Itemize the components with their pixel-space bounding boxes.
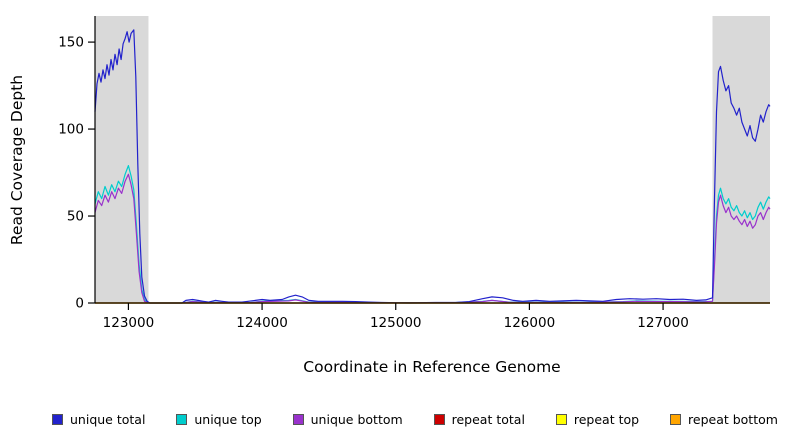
x-axis-label: Coordinate in Reference Genome: [303, 358, 560, 376]
legend-item-unique-top: unique top: [176, 412, 262, 427]
legend-item-unique-bottom: unique bottom: [292, 412, 403, 427]
legend-item-unique-total: unique total: [52, 412, 145, 427]
legend-swatch-repeat-top: [555, 414, 567, 425]
coverage-chart: 123000 124000 125000 126000 127000050100150 …: [8, 16, 771, 376]
legend-label: unique top: [194, 412, 262, 427]
legend-item-repeat-top: repeat top: [555, 412, 640, 427]
x-tick-label: 124000: [236, 315, 288, 331]
y-tick-label: 100: [58, 122, 84, 138]
x-tick-label: 123000: [103, 315, 155, 331]
legend-swatch-unique-total: [52, 414, 63, 425]
plot-area: 123000 124000 125000 126000 127000 0 50 100 150: [58, 16, 771, 331]
x-tick-label: 126000: [504, 315, 556, 331]
series-line-unique-bottom: [94, 173, 771, 304]
legend-swatch-repeat-total: [433, 414, 445, 425]
legend-swatch-unique-top: [176, 414, 188, 425]
series-line-unique-top: [94, 165, 771, 304]
legend-label: unique bottom: [310, 412, 403, 427]
legend-item-repeat-bottom: repeat bottom: [670, 412, 778, 427]
chart-legend: unique total unique top unique bottom repea…: [0, 412, 792, 427]
y-tick-label: 150: [58, 35, 84, 51]
legend-swatch-unique-bottom: [292, 414, 304, 425]
legend-label: repeat bottom: [688, 412, 778, 427]
legend-swatch-repeat-bottom: [670, 414, 682, 425]
highlight-region: [712, 16, 770, 303]
legend-label: repeat total: [451, 412, 525, 427]
y-axis-label: Read Coverage Depth: [8, 75, 26, 245]
series-line-unique-total: [94, 29, 771, 304]
legend-label: unique total: [70, 412, 146, 427]
x-tick-label: 127000: [637, 315, 689, 331]
legend-item-repeat-total: repeat total: [433, 412, 525, 427]
y-tick-label: 0: [75, 296, 84, 312]
y-tick-label: 50: [67, 209, 84, 225]
x-tick-label: 125000: [370, 315, 422, 331]
highlight-region: [95, 16, 149, 303]
legend-label: repeat top: [573, 412, 640, 427]
